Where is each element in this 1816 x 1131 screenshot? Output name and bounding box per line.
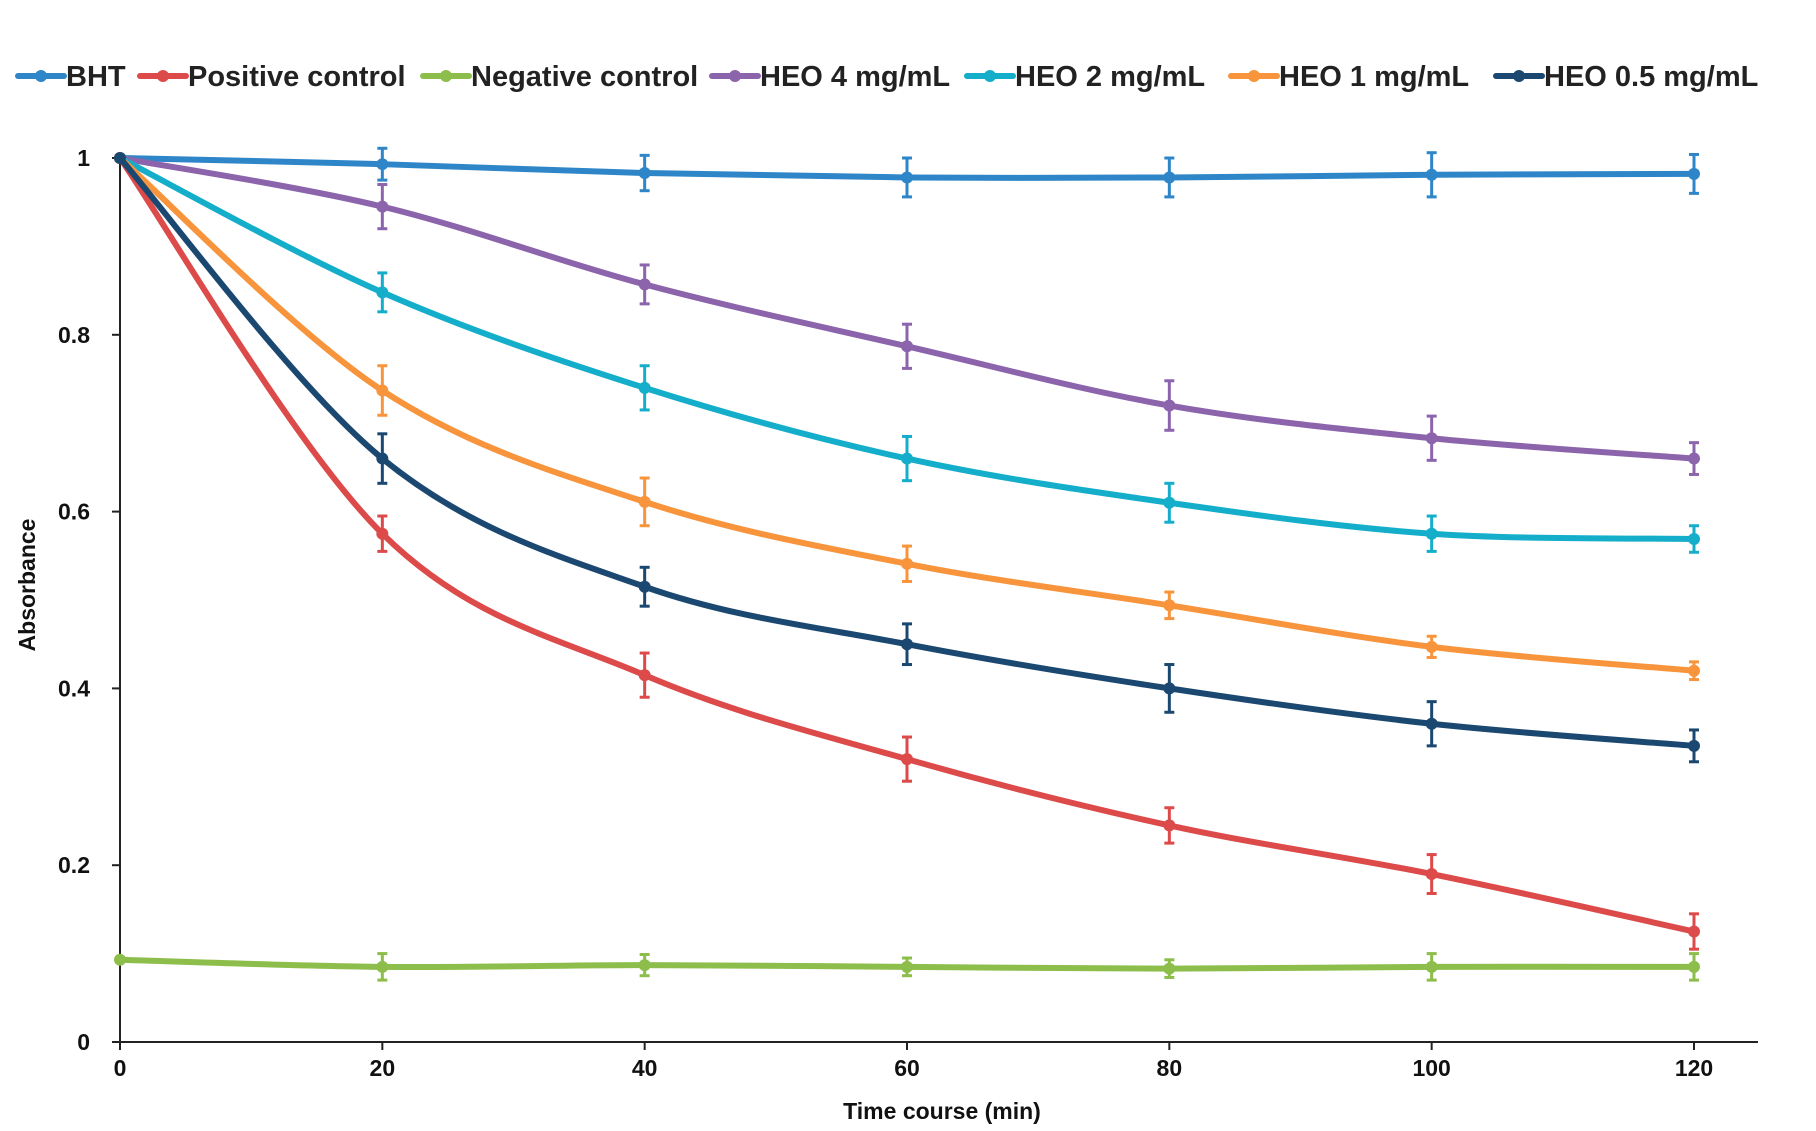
data-point (1688, 925, 1700, 938)
legend-marker (35, 70, 47, 82)
data-point (1425, 640, 1438, 653)
data-point (1163, 171, 1176, 184)
legend-entry: HEO 0.5 mg/mL (1493, 61, 1758, 93)
data-point (376, 527, 389, 540)
data-point (638, 495, 651, 508)
data-point (901, 960, 913, 973)
data-point (1425, 960, 1438, 973)
data-point (114, 152, 126, 164)
y-tick-label: 0.2 (58, 852, 90, 878)
series-line (117, 155, 1697, 674)
data-point (376, 960, 389, 973)
data-point (901, 452, 913, 465)
legend-label: HEO 4 mg/mL (760, 61, 950, 93)
series-line (117, 155, 1697, 462)
legend-label: HEO 2 mg/mL (1015, 61, 1205, 93)
series-layer (114, 146, 1700, 982)
x-tick-label: 0 (114, 1055, 127, 1081)
data-point (638, 167, 651, 180)
data-point (1163, 682, 1176, 695)
data-point (638, 381, 651, 394)
data-point (376, 452, 389, 465)
data-point (1688, 960, 1700, 973)
data-point (1425, 168, 1438, 181)
data-point (1163, 599, 1176, 612)
y-tick-label: 0.6 (58, 499, 90, 525)
y-tick-label: 1 (77, 145, 90, 171)
legend-label: HEO 0.5 mg/mL (1544, 61, 1758, 93)
legend-marker (984, 70, 996, 82)
x-tick-label: 60 (894, 1055, 920, 1081)
axes: 0 0.2 0.4 0.6 0.8 1 0 20 40 60 80 100 120 (58, 145, 1758, 1081)
data-point (638, 669, 651, 682)
data-point (901, 171, 913, 184)
legend-marker (157, 70, 169, 82)
x-axis-title: Time course (min) (843, 1098, 1041, 1124)
legend-marker (729, 70, 741, 82)
data-point (1163, 819, 1176, 832)
series-bht (114, 146, 1700, 199)
legend: BHT Positive control Negative control HEO 4… (15, 61, 1758, 93)
data-point (376, 200, 389, 213)
legend-entry: BHT (15, 61, 126, 93)
data-point (901, 638, 913, 651)
data-point (1425, 432, 1438, 445)
x-tick-label: 80 (1157, 1055, 1183, 1081)
data-point (1688, 664, 1700, 677)
data-point (901, 340, 913, 353)
series-heo-4-mg-ml (114, 152, 1700, 476)
data-point (1425, 868, 1438, 881)
series-heo-1-mg-ml (114, 152, 1700, 682)
legend-entry: HEO 1 mg/mL (1228, 61, 1469, 93)
legend-label: Negative control (471, 61, 698, 93)
data-point (901, 753, 913, 766)
data-point (638, 580, 651, 593)
y-tick-label: 0 (77, 1029, 90, 1055)
series-heo-2-mg-ml (114, 152, 1700, 554)
data-point (638, 959, 651, 972)
data-point (376, 286, 389, 299)
legend-label: HEO 1 mg/mL (1279, 61, 1469, 93)
series-heo-0-5-mg-ml (114, 152, 1700, 764)
data-point (1688, 452, 1700, 465)
series-negative-control (114, 952, 1700, 982)
legend-label: Positive control (188, 61, 406, 93)
data-point (376, 384, 389, 397)
y-tick-label: 0.8 (58, 322, 90, 348)
data-point (1425, 717, 1438, 730)
data-point (376, 158, 389, 171)
x-tick-label: 120 (1675, 1055, 1713, 1081)
legend-entry: HEO 4 mg/mL (709, 61, 950, 93)
data-point (114, 953, 126, 966)
legend-entry: HEO 2 mg/mL (964, 61, 1205, 93)
legend-entry: Negative control (420, 61, 698, 93)
data-point (638, 278, 651, 291)
y-tick-label: 0.4 (58, 675, 90, 701)
data-point (1688, 739, 1700, 752)
data-point (1425, 527, 1438, 540)
data-point (1163, 399, 1176, 412)
data-point (1163, 962, 1176, 975)
legend-label: BHT (66, 61, 126, 93)
x-tick-label: 100 (1412, 1055, 1450, 1081)
y-axis-title: Absorbance (14, 519, 40, 652)
data-point (1688, 533, 1700, 546)
legend-marker (440, 70, 452, 82)
x-tick-label: 20 (370, 1055, 396, 1081)
data-point (901, 557, 913, 570)
x-tick-label: 40 (632, 1055, 658, 1081)
data-point (1688, 167, 1700, 180)
legend-marker (1513, 70, 1525, 82)
data-point (1163, 496, 1176, 509)
legend-entry: Positive control (137, 61, 406, 93)
legend-marker (1248, 70, 1260, 82)
